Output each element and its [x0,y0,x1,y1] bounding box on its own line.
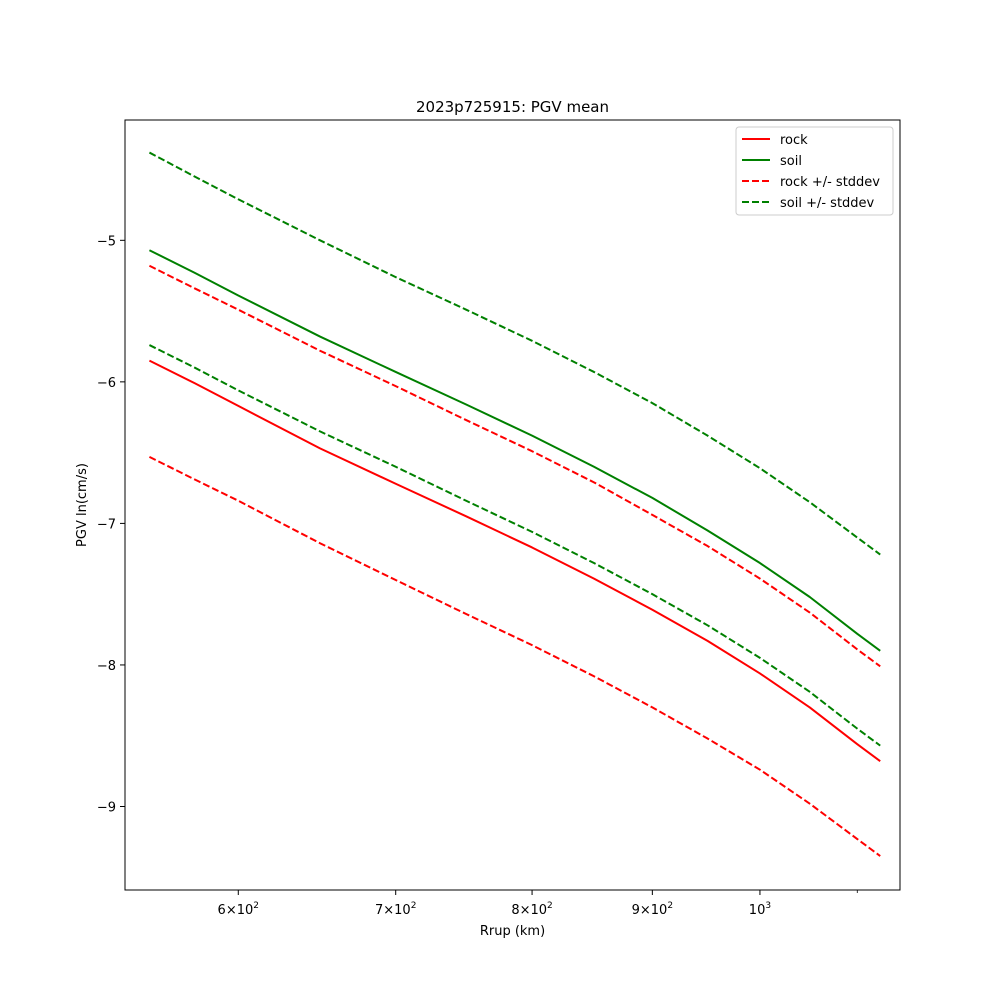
plot-frame [124,119,901,891]
y-axis-ticks: −5 −6 −7 −8 −9 [97,234,125,815]
series-line-rock [148,359,881,762]
x-tick-label: 9×102 [632,901,673,918]
y-tick-label: −9 [97,800,116,815]
x-axis-ticks: 6×102 7×102 8×102 9×102 103 [218,890,858,918]
series-line-rock-upper [148,264,881,668]
x-tick-label: 8×102 [511,901,552,918]
y-tick-label: −5 [97,234,116,249]
x-axis-label: Rrup (km) [480,924,545,939]
y-tick-label: −6 [97,376,116,391]
legend-label: soil [780,154,802,169]
legend-label: soil +/- stddev [780,196,875,211]
legend-label: rock [780,133,808,148]
series-layer [148,151,881,857]
series-line-soil [148,249,881,652]
y-tick-label: −7 [97,517,116,532]
y-tick-label: −8 [97,659,116,674]
x-tick-label: 7×102 [375,901,416,918]
legend-label: rock +/- stddev [780,175,880,190]
y-axis-label: PGV ln(cm/s) [75,463,90,547]
series-line-soil-lower [148,344,881,747]
x-tick-label: 6×102 [218,901,259,918]
series-line-soil-upper [148,151,881,556]
legend-box [735,126,894,216]
legend: rock soil rock +/- stddev soil +/- stddev [735,126,894,216]
series-line-rock-lower [148,455,881,857]
chart-title: 2023p725915: PGV mean [416,98,609,116]
